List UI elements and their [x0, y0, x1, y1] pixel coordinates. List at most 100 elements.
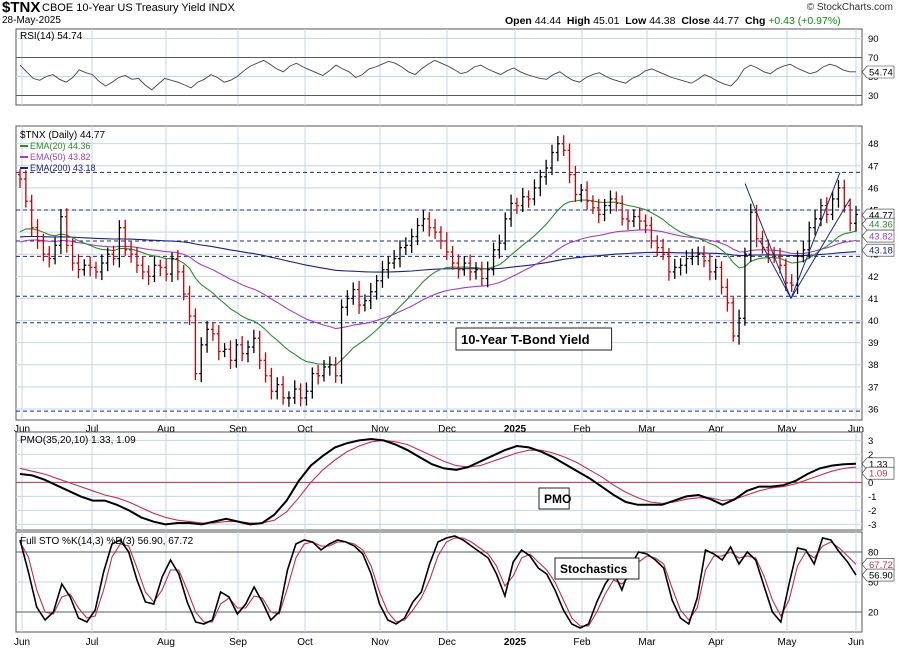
ohlc-bar [357, 280, 362, 314]
ohlc-bar [70, 238, 75, 271]
y-tick-label: -1 [868, 492, 876, 503]
ohlc-bar [655, 235, 660, 257]
close-value: 44.77 [712, 15, 740, 27]
ohlc-bar [222, 343, 227, 358]
ohlc-bar [333, 357, 338, 383]
x-tick-label: Mar [638, 424, 656, 435]
ohlc-bar [158, 259, 163, 277]
high-label: High [566, 15, 591, 27]
ohlc-bar [702, 245, 706, 268]
price-tag-tag [861, 217, 895, 231]
x-tick-label: Sep [229, 637, 247, 648]
ohlc-bar [327, 356, 332, 376]
ohlc-bar [485, 261, 490, 288]
ohlc-bar [94, 261, 98, 279]
x-tick-label: Oct [297, 637, 313, 648]
stoch-d-value: 67.72 [869, 560, 893, 571]
price-tag: 44.36 [869, 220, 893, 231]
trend-line [744, 183, 792, 299]
ohlc-bar [836, 180, 841, 208]
x-tick-label: Aug [157, 424, 175, 435]
y-tick-label: 3 [868, 436, 873, 447]
rsi-line [19, 59, 856, 91]
ohlc-bar [170, 252, 174, 283]
ohlc-bar [216, 325, 221, 361]
ohlc-bar [666, 248, 671, 281]
ohlc-bar [374, 275, 379, 300]
y-tick-label: 36 [868, 404, 879, 415]
price-tag: 44.77 [869, 211, 893, 222]
y-tick-label: 0 [868, 478, 873, 489]
ohlc-bar [234, 339, 239, 368]
ohlc-bar [532, 179, 537, 206]
ohlc-bar [737, 309, 742, 345]
price-tag: 43.18 [869, 246, 893, 257]
ohlc-bar [497, 234, 502, 259]
ohlc-bar [286, 391, 291, 407]
y-tick-label: 20 [868, 608, 879, 619]
ohlc-bar [766, 239, 771, 264]
ohlc-bar [696, 246, 701, 266]
ohlc-bar [187, 285, 192, 325]
ohlc-bar [380, 260, 385, 288]
ohlc-bar [585, 181, 590, 210]
ohlc-bar [555, 136, 560, 162]
ohlc-bar [742, 247, 747, 326]
ohlc-bar [304, 382, 309, 406]
ohlc-bar [462, 256, 467, 276]
ohlc-bar [444, 232, 449, 261]
x-tick-label: Nov [371, 424, 389, 435]
ohlc-bar [573, 165, 578, 202]
ohlc-bar [47, 246, 52, 268]
ohlc-bar [567, 143, 572, 184]
ohlc-bar [58, 209, 63, 255]
pmo-signal-value-tag [861, 466, 895, 480]
ohlc-bar [854, 205, 858, 232]
y-tick-label: 48 [868, 139, 879, 150]
ohlc-bar [263, 352, 268, 383]
ohlc-bar [661, 238, 666, 260]
chart-date: 28-May-2025 [2, 15, 61, 26]
ohlc-bar [292, 380, 297, 404]
ohlc-bar [614, 191, 619, 212]
y-tick-label: 37 [868, 382, 879, 393]
ohlc-bar [813, 210, 818, 236]
ohlc-bar [579, 184, 584, 203]
ohlc-bar [199, 337, 204, 382]
ohlc-bar [310, 367, 315, 399]
open-label: Open [505, 15, 532, 27]
ohlc-bars [18, 135, 858, 407]
ohlc-bar [392, 250, 397, 269]
pmo-signal-line [19, 439, 857, 524]
stoch-annotation-box [554, 557, 640, 580]
ohlc-bar [789, 274, 794, 292]
ohlc-bar [526, 190, 531, 208]
pmo-annotation: PMO [544, 492, 571, 506]
y-tick-label: 30 [868, 91, 879, 102]
ohlc-bar [35, 219, 40, 249]
x-tick-label: Aug [157, 637, 175, 648]
ohlc-bar [82, 259, 87, 276]
ohlc-bar [590, 195, 595, 214]
stoch-k-value-tag [861, 568, 895, 582]
y-tick-label: 41 [868, 294, 879, 305]
ohlc-bar [509, 194, 514, 227]
rsi-current-value-tag [861, 65, 895, 79]
x-tick-label: Jun [14, 424, 30, 435]
low-label: Low [625, 15, 647, 27]
stoch-legend: Full STO %K(14,3) %D(3) 56.90, 67.72 [20, 536, 194, 547]
ohlc-bar [64, 208, 69, 253]
ohlc-bar [731, 297, 736, 342]
ohlc-bar [123, 219, 128, 256]
ohlc-bar [76, 254, 81, 279]
ohlc-bar [608, 190, 613, 214]
ohlc-bar [479, 261, 484, 286]
y-tick-label: 39 [868, 338, 879, 349]
ohlc-bar [193, 308, 198, 380]
x-tick-label: Apr [708, 424, 724, 435]
ohlc-bar [848, 198, 853, 232]
ema200-line [19, 235, 857, 273]
y-tick-label: 90 [868, 34, 879, 45]
pmo-line [19, 437, 857, 526]
ohlc-bar [801, 240, 806, 263]
